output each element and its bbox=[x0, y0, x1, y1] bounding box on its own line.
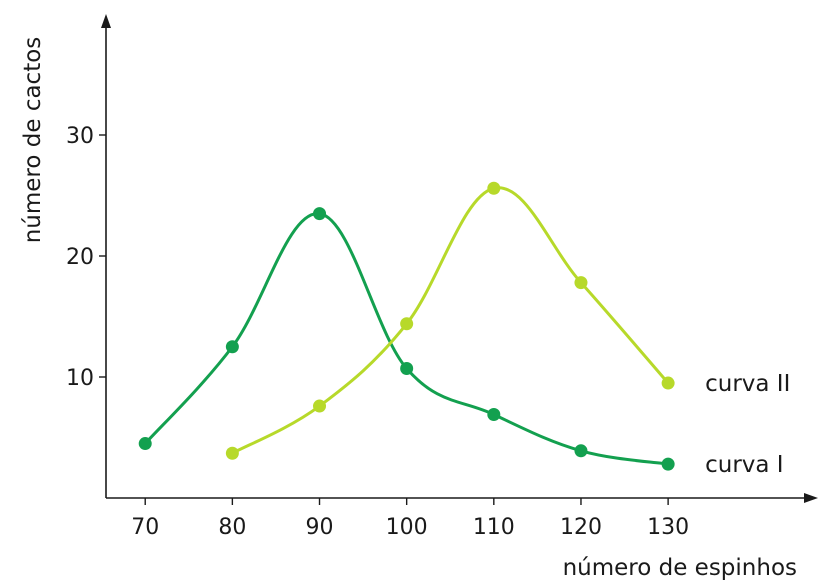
series-1-point-100 bbox=[400, 362, 414, 376]
series-1-point-90 bbox=[313, 207, 327, 221]
x-tick-label: 70 bbox=[131, 515, 159, 540]
y-axis-title: número de cactos bbox=[20, 37, 46, 244]
y-axis-arrow bbox=[101, 14, 111, 28]
series-1-point-70 bbox=[138, 437, 152, 451]
x-tick-label: 80 bbox=[218, 515, 246, 540]
series-1-point-120 bbox=[574, 444, 588, 458]
series-2-point-110 bbox=[487, 181, 501, 195]
series-2-point-130 bbox=[661, 376, 675, 390]
series-2-point-90 bbox=[313, 399, 327, 413]
x-tick-label: 90 bbox=[306, 515, 334, 540]
series-2-point-80 bbox=[225, 446, 239, 460]
y-tick-label: 20 bbox=[66, 245, 94, 270]
series-1-line bbox=[143, 212, 670, 466]
series-1-label: curva I bbox=[705, 452, 783, 478]
series-2-label: curva II bbox=[705, 371, 790, 397]
x-tick-label: 130 bbox=[647, 515, 689, 540]
series-1-point-110 bbox=[487, 408, 501, 422]
series-1-point-80 bbox=[225, 340, 239, 354]
y-tick-label: 30 bbox=[66, 124, 94, 149]
x-axis-title: número de espinhos bbox=[563, 555, 797, 581]
series-2-point-120 bbox=[574, 276, 588, 290]
x-tick-label: 110 bbox=[473, 515, 515, 540]
series-1-point-130 bbox=[661, 457, 675, 471]
x-axis-arrow bbox=[804, 493, 818, 503]
x-tick-label: 100 bbox=[386, 515, 428, 540]
x-tick-label: 120 bbox=[560, 515, 602, 540]
y-tick-label: 10 bbox=[66, 366, 94, 391]
series-2-point-100 bbox=[400, 317, 414, 331]
